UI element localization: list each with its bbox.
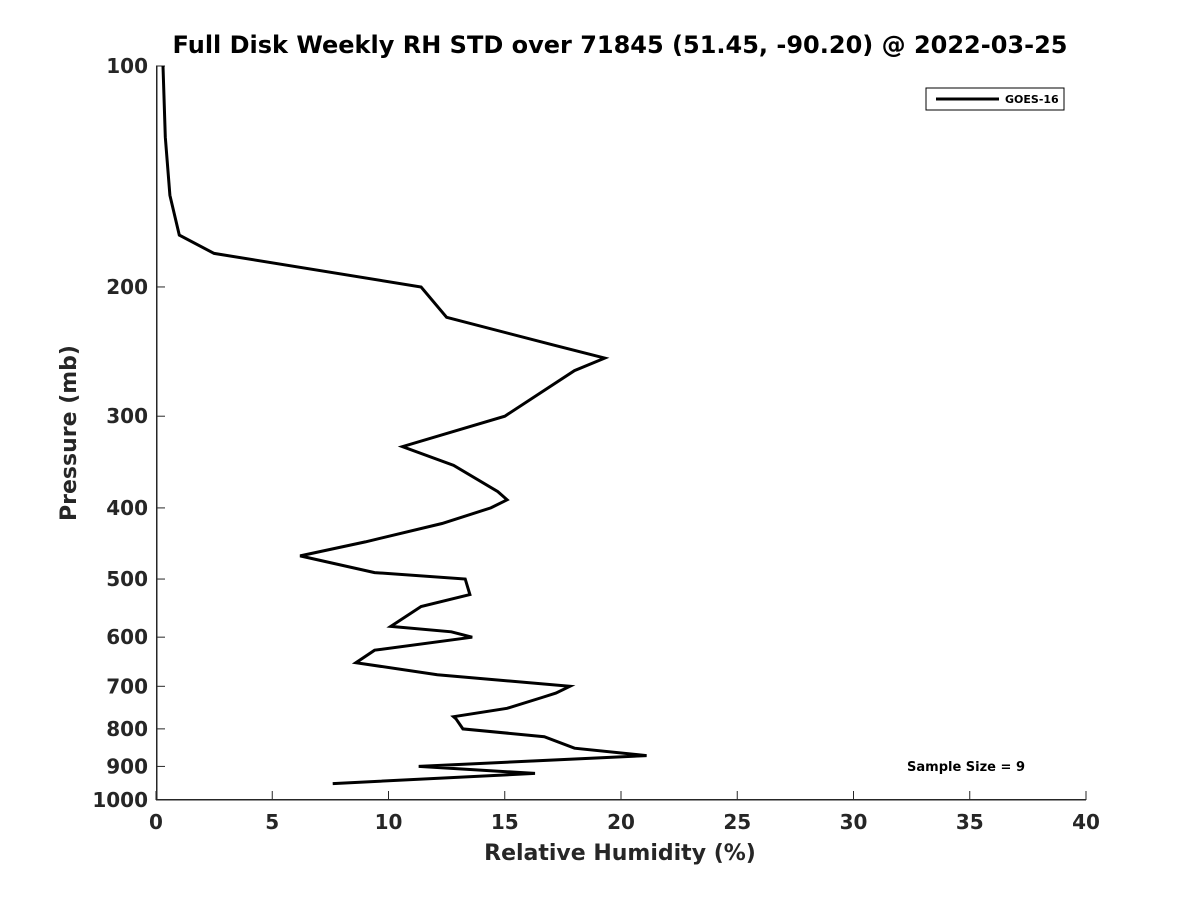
y-tick-label: 100 bbox=[106, 54, 148, 78]
x-tick-label: 5 bbox=[265, 810, 279, 834]
legend-label-goes-16: GOES-16 bbox=[1005, 93, 1059, 106]
y-tick-label: 400 bbox=[106, 496, 148, 520]
legend: GOES-16 bbox=[925, 87, 1065, 111]
x-tick-label: 20 bbox=[607, 810, 635, 834]
y-tick-label: 500 bbox=[106, 567, 148, 591]
sample-size-annotation: Sample Size = 9 bbox=[907, 760, 1025, 775]
x-axis-label: Relative Humidity (%) bbox=[484, 841, 756, 866]
x-tick-label: 35 bbox=[956, 810, 984, 834]
y-tick-label: 300 bbox=[106, 404, 148, 428]
chart-title: Full Disk Weekly RH STD over 71845 (51.4… bbox=[173, 31, 1068, 59]
y-tick-label: 1000 bbox=[92, 788, 148, 812]
plot-frame-left bbox=[156, 66, 158, 800]
y-axis-label: Pressure (mb) bbox=[57, 345, 82, 521]
x-axis-ticks: 0 5 10 15 20 25 30 35 40 bbox=[149, 791, 1100, 834]
y-tick-label: 800 bbox=[106, 717, 148, 741]
plot-frame-bottom bbox=[156, 799, 1086, 801]
series-line-goes-16 bbox=[161, 65, 647, 786]
x-tick-label: 25 bbox=[723, 810, 751, 834]
x-tick-label: 10 bbox=[375, 810, 403, 834]
x-tick-label: 0 bbox=[149, 810, 163, 834]
y-tick-label: 200 bbox=[106, 275, 148, 299]
y-axis-ticks: 100 200 300 400 500 600 700 800 900 1000 bbox=[92, 54, 165, 812]
y-tick-label: 700 bbox=[106, 674, 148, 698]
y-tick-label: 600 bbox=[106, 625, 148, 649]
x-tick-label: 30 bbox=[840, 810, 868, 834]
x-tick-label: 40 bbox=[1072, 810, 1100, 834]
x-tick-label: 15 bbox=[491, 810, 519, 834]
y-tick-label: 900 bbox=[106, 754, 148, 778]
